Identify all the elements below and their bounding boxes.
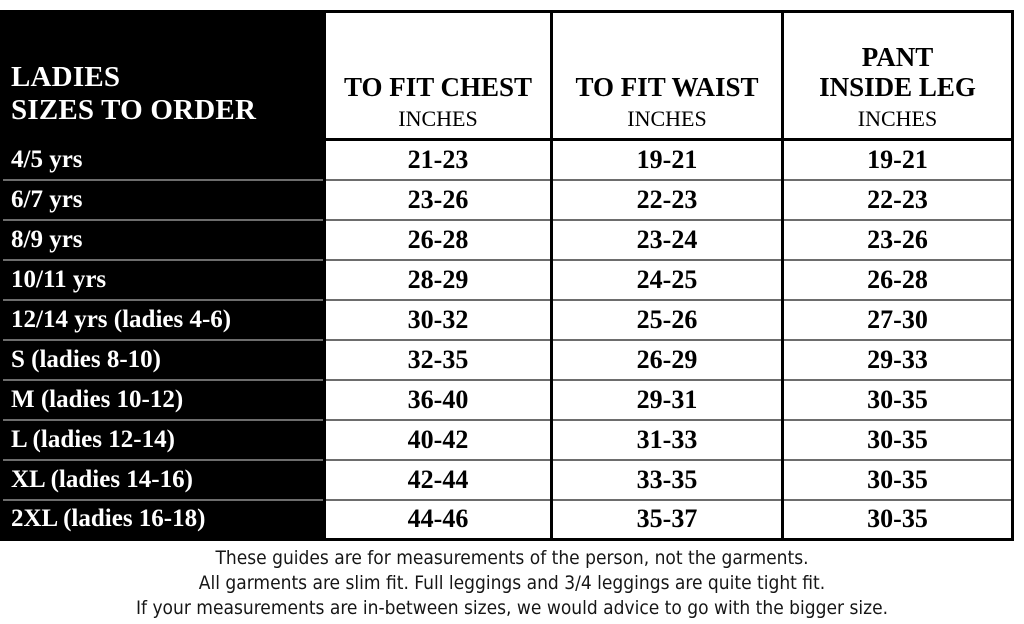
cell-waist: 24-25 xyxy=(550,258,783,300)
cell-waist: 25-26 xyxy=(550,298,783,340)
cell-inside-leg: 23-26 xyxy=(781,218,1013,260)
cell-waist: 23-24 xyxy=(550,218,783,260)
cell-inside-leg: 30-35 xyxy=(781,378,1013,420)
cell-inside-leg: 22-23 xyxy=(781,178,1013,220)
table-row: 4/5 yrs 21-23 19-21 19-21 xyxy=(1,139,1013,180)
cell-inside-leg: 26-28 xyxy=(781,258,1013,300)
column-header-waist-unit: INCHES xyxy=(627,105,707,131)
cell-chest: 32-35 xyxy=(323,338,552,380)
column-header-size-line1: LADIES xyxy=(11,60,121,93)
cell-size: 2XL (ladies 16-18) xyxy=(1,498,326,540)
footnote-line-2: All garments are slim fit. Full leggings… xyxy=(198,572,826,594)
cell-chest: 40-42 xyxy=(323,418,552,460)
table-row: M (ladies 10-12) 36-40 29-31 30-35 xyxy=(1,378,1013,420)
column-header-chest-unit: INCHES xyxy=(398,105,478,131)
column-header-waist-title: TO FIT WAIST xyxy=(575,72,759,103)
cell-waist: 33-35 xyxy=(550,458,783,500)
cell-size: 4/5 yrs xyxy=(1,139,326,180)
table-row: 2XL (ladies 16-18) 44-46 35-37 30-35 xyxy=(1,498,1013,540)
cell-size: 10/11 yrs xyxy=(1,258,326,300)
column-header-waist: TO FIT WAIST INCHES xyxy=(550,11,783,141)
footnote-line-1: These guides are for measurements of the… xyxy=(215,547,809,569)
cell-inside-leg: 19-21 xyxy=(781,139,1013,180)
cell-chest: 44-46 xyxy=(323,498,552,540)
cell-inside-leg: 30-35 xyxy=(781,498,1013,540)
column-header-size-line2: SIZES TO ORDER xyxy=(11,94,257,127)
cell-waist: 29-31 xyxy=(550,378,783,420)
table-row: 10/11 yrs 28-29 24-25 26-28 xyxy=(1,258,1013,300)
chart-footnotes: These guides are for measurements of the… xyxy=(0,546,1024,621)
table-row: XL (ladies 14-16) 42-44 33-35 30-35 xyxy=(1,458,1013,500)
column-header-inside-leg: PANT INSIDE LEG INCHES xyxy=(781,11,1013,141)
table-row: S (ladies 8-10) 32-35 26-29 29-33 xyxy=(1,338,1013,380)
footnote-line-3: If your measurements are in-between size… xyxy=(135,597,889,619)
cell-waist: 35-37 xyxy=(550,498,783,540)
table-header: LADIES SIZES TO ORDER TO FIT CHEST INCHE… xyxy=(1,11,1013,141)
cell-chest: 30-32 xyxy=(323,298,552,340)
size-chart-table: LADIES SIZES TO ORDER TO FIT CHEST INCHE… xyxy=(0,10,1014,541)
table-row: 8/9 yrs 26-28 23-24 23-26 xyxy=(1,218,1013,260)
cell-chest: 21-23 xyxy=(323,139,552,180)
cell-waist: 22-23 xyxy=(550,178,783,220)
cell-size: 6/7 yrs xyxy=(1,178,326,220)
cell-size: 12/14 yrs (ladies 4-6) xyxy=(1,298,326,340)
cell-size: XL (ladies 14-16) xyxy=(1,458,326,500)
table-row: 12/14 yrs (ladies 4-6) 30-32 25-26 27-30 xyxy=(1,298,1013,340)
cell-chest: 23-26 xyxy=(323,178,552,220)
cell-inside-leg: 30-35 xyxy=(781,418,1013,460)
cell-size: M (ladies 10-12) xyxy=(1,378,326,420)
cell-waist: 31-33 xyxy=(550,418,783,460)
cell-waist: 19-21 xyxy=(550,139,783,180)
size-chart-table-container: LADIES SIZES TO ORDER TO FIT CHEST INCHE… xyxy=(0,10,1014,541)
table-header-row: LADIES SIZES TO ORDER TO FIT CHEST INCHE… xyxy=(1,11,1013,141)
table-row: L (ladies 12-14) 40-42 31-33 30-35 xyxy=(1,418,1013,460)
column-header-chest: TO FIT CHEST INCHES xyxy=(323,11,552,141)
cell-inside-leg: 30-35 xyxy=(781,458,1013,500)
cell-size: L (ladies 12-14) xyxy=(1,418,326,460)
table-row: 6/7 yrs 23-26 22-23 22-23 xyxy=(1,178,1013,220)
table-body: 4/5 yrs 21-23 19-21 19-21 6/7 yrs 23-26 … xyxy=(1,139,1013,540)
column-header-inside-leg-unit: INCHES xyxy=(857,105,938,131)
cell-chest: 26-28 xyxy=(323,218,552,260)
column-header-inside-leg-title-line1: PANT xyxy=(861,42,934,73)
column-header-size: LADIES SIZES TO ORDER xyxy=(1,11,326,141)
column-header-inside-leg-title-line2: INSIDE LEG xyxy=(819,72,976,103)
cell-size: S (ladies 8-10) xyxy=(1,338,326,380)
cell-waist: 26-29 xyxy=(550,338,783,380)
cell-size: 8/9 yrs xyxy=(1,218,326,260)
cell-chest: 36-40 xyxy=(323,378,552,420)
cell-chest: 42-44 xyxy=(323,458,552,500)
cell-inside-leg: 27-30 xyxy=(781,298,1013,340)
cell-chest: 28-29 xyxy=(323,258,552,300)
column-header-chest-title: TO FIT CHEST xyxy=(343,72,533,103)
cell-inside-leg: 29-33 xyxy=(781,338,1013,380)
